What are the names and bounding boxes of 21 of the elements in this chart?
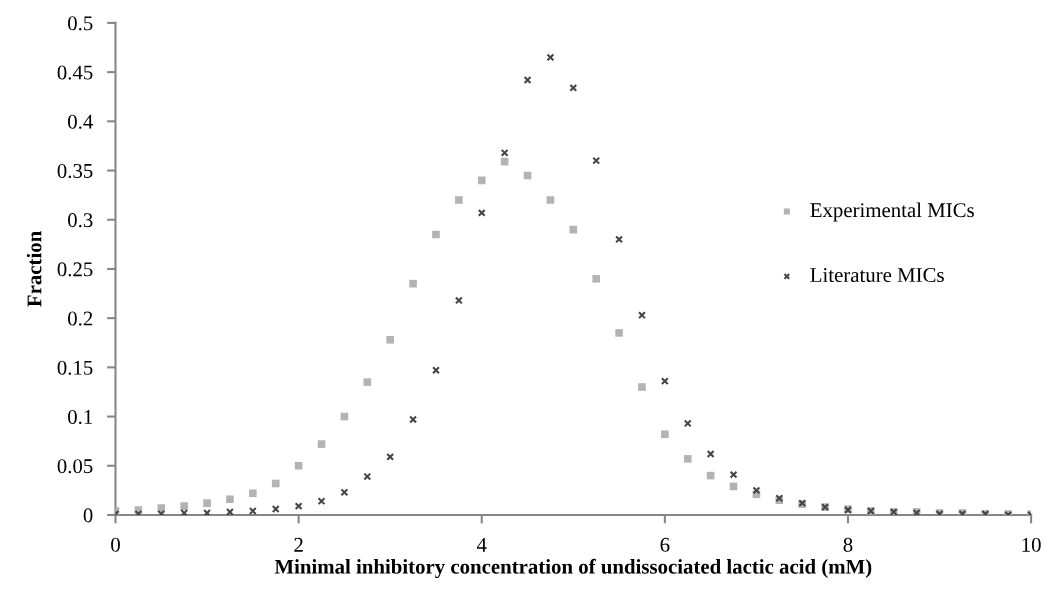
x-tick-label: 0 [111, 537, 120, 552]
y-tick-label: 0.2 [68, 311, 93, 326]
legend-label: Literature MICs [810, 268, 944, 283]
y-tick-label: 0.1 [68, 409, 93, 425]
y-tick-label: 0.3 [68, 213, 93, 228]
y-tick-label: 0.45 [57, 65, 93, 80]
y-tick-label: 0.4 [68, 114, 93, 129]
y-tick-label: 0.25 [57, 262, 93, 277]
x-axis-title: Minimal inhibitory concentration of undissociated lactic acid (mM) [274, 558, 872, 579]
y-tick-label: 0 [83, 508, 93, 523]
y-tick-label: 0.35 [57, 163, 93, 179]
y-tick-label: 0.5 [68, 16, 93, 31]
x-tick-label: 10 [1022, 537, 1041, 552]
legend-label: Experimental MICs [810, 202, 974, 222]
x-tick-label: 6 [660, 537, 670, 552]
y-axis-title: Fraction [26, 231, 42, 307]
x-tick-label: 4 [476, 537, 487, 552]
x-tick-label: 8 [843, 537, 853, 552]
y-tick-label: 0.15 [57, 360, 93, 375]
y-tick-label: 0.05 [57, 459, 93, 474]
x-tick-label: 2 [294, 537, 303, 552]
